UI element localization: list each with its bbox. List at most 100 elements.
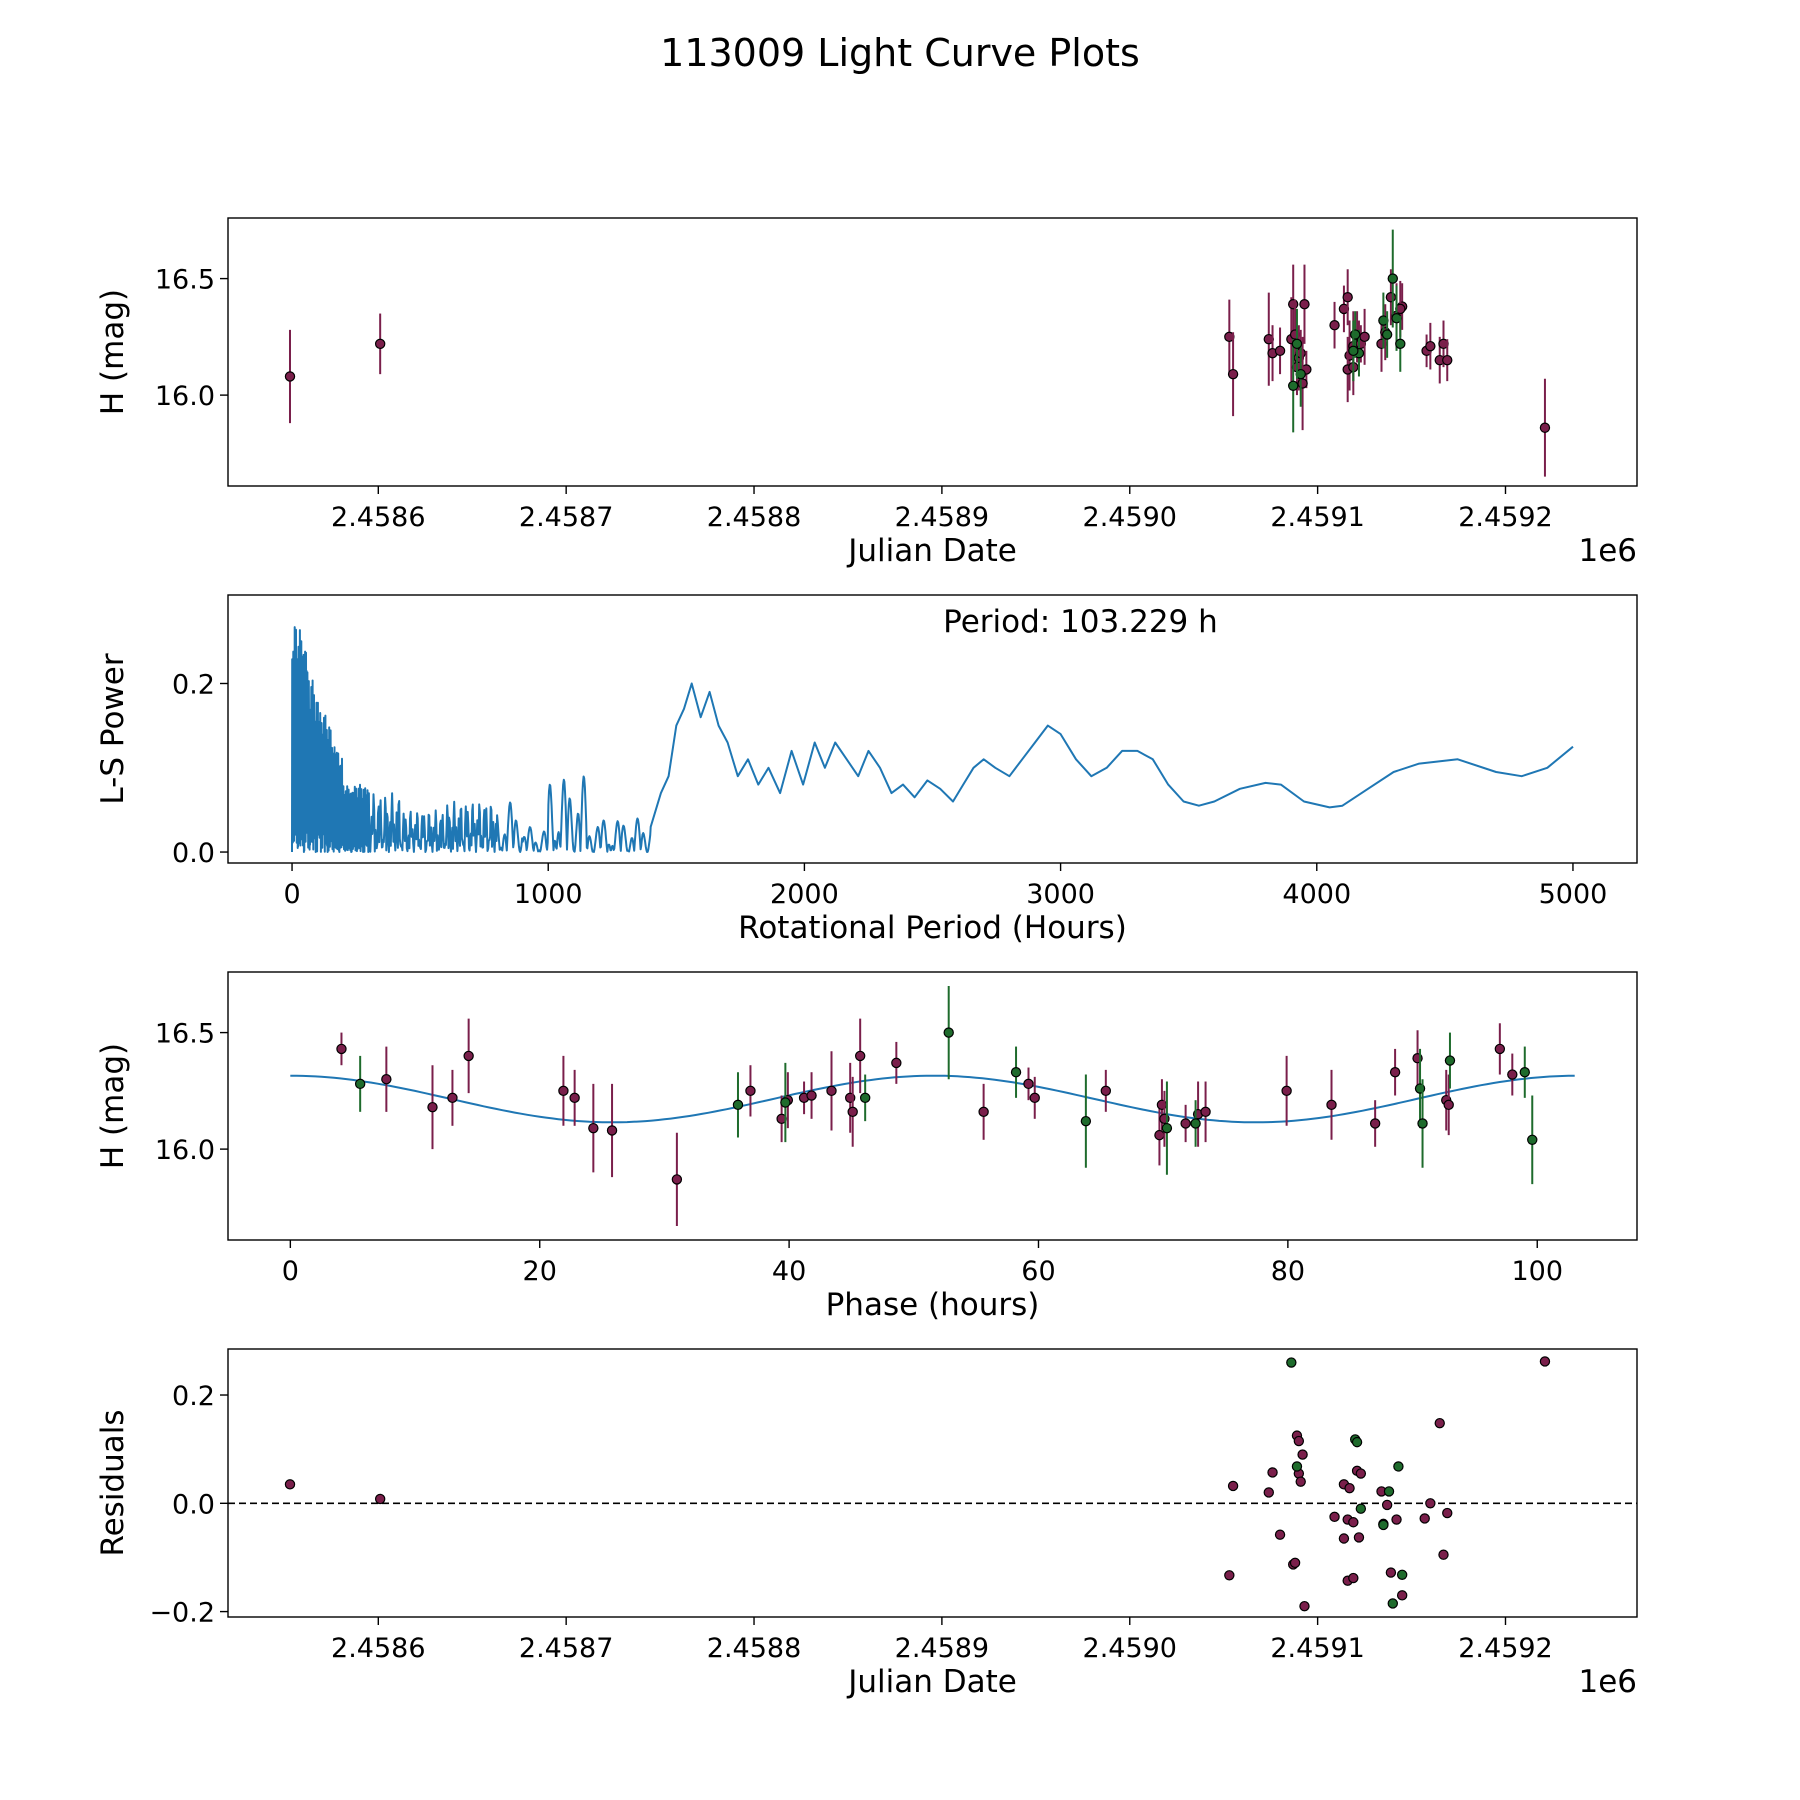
data-point xyxy=(1329,320,1340,331)
data-point xyxy=(1291,338,1303,350)
data-point xyxy=(447,1092,458,1104)
axes-frame xyxy=(227,971,1638,1241)
data-point xyxy=(1387,273,1398,284)
data-point xyxy=(1299,1600,1310,1612)
data-point xyxy=(1299,299,1310,310)
data-point xyxy=(1396,1590,1408,1601)
data-point xyxy=(1434,1417,1445,1429)
data-point xyxy=(1425,340,1436,352)
data-point xyxy=(1281,1085,1292,1097)
data-point xyxy=(859,1092,871,1104)
data-point xyxy=(1227,1480,1239,1492)
data-point xyxy=(1396,1569,1408,1580)
x-tick-label: 2000 xyxy=(770,879,839,910)
data-point xyxy=(847,1106,858,1118)
data-point xyxy=(1539,1356,1551,1367)
data-point xyxy=(1438,1549,1449,1560)
y-axis-label: Residuals xyxy=(95,1409,131,1556)
data-point xyxy=(569,1092,580,1104)
data-point xyxy=(1527,1134,1538,1145)
x-tick-label: 2.4592 xyxy=(1458,1633,1552,1664)
data-point xyxy=(806,1090,817,1101)
x-axis-label: Julian Date xyxy=(846,1664,1017,1700)
data-point xyxy=(1291,1461,1303,1472)
x-tick-label: 2.4588 xyxy=(707,1633,801,1664)
plot-area xyxy=(291,626,1574,853)
y-tick-label: 16.0 xyxy=(155,381,215,412)
data-point xyxy=(354,1078,366,1090)
period-annotation: Period: 103.229 h xyxy=(943,604,1218,640)
data-point xyxy=(891,1057,902,1069)
data-point xyxy=(1190,1118,1201,1129)
axes-frame xyxy=(227,594,1638,864)
data-point xyxy=(1419,1513,1430,1524)
data-point xyxy=(1383,1486,1395,1497)
axes-frame xyxy=(227,1348,1638,1618)
data-point xyxy=(1297,378,1308,389)
data-point xyxy=(606,1125,618,1136)
data-point xyxy=(1349,329,1361,340)
data-point xyxy=(1348,345,1359,357)
data-point xyxy=(427,1101,438,1113)
data-point xyxy=(1355,1468,1367,1479)
data-point xyxy=(1224,1570,1235,1581)
data-point xyxy=(1348,1517,1359,1528)
x-tick-label: 2.4589 xyxy=(895,502,989,533)
x-tick-label: 2.4588 xyxy=(707,502,801,533)
data-point xyxy=(1391,1514,1402,1525)
x-tick-label: 2.4590 xyxy=(1083,1633,1177,1664)
data-point xyxy=(1338,1533,1350,1544)
y-tick-label: 0.2 xyxy=(172,1381,215,1412)
data-point xyxy=(1161,1122,1173,1134)
data-point xyxy=(1267,1467,1278,1478)
data-point xyxy=(1519,1067,1530,1078)
data-point xyxy=(1359,331,1370,343)
x-tick-label: 2.4592 xyxy=(1458,502,1552,533)
plot-area xyxy=(284,229,1551,477)
data-point xyxy=(1395,338,1406,350)
x-tick-label: 60 xyxy=(1021,1256,1055,1287)
data-point xyxy=(1326,1099,1337,1111)
x-tick-label: 0 xyxy=(282,1256,299,1287)
x-axis-label: Julian Date xyxy=(846,533,1017,569)
data-point xyxy=(745,1085,756,1097)
data-point xyxy=(943,1027,954,1038)
data-point xyxy=(826,1085,837,1097)
data-point xyxy=(1369,1118,1381,1129)
data-point xyxy=(1342,292,1353,303)
y-axis-label: H (mag) xyxy=(95,1043,131,1169)
data-point xyxy=(1348,1572,1359,1584)
data-point xyxy=(1100,1085,1112,1097)
data-point xyxy=(1385,1567,1397,1578)
data-point xyxy=(978,1106,989,1118)
y-tick-label: −0.2 xyxy=(149,1598,215,1629)
data-point xyxy=(1329,1511,1340,1523)
data-point xyxy=(284,371,296,382)
x-tick-label: 2.4591 xyxy=(1270,1633,1364,1664)
data-point xyxy=(1227,368,1239,380)
data-point xyxy=(1425,1498,1436,1509)
x-tick-label: 100 xyxy=(1511,1256,1563,1287)
data-point xyxy=(374,1493,386,1505)
x-tick-label: 2.4587 xyxy=(519,1633,613,1664)
panel-lightcurve: 2.4586 2.4587 2.4588 2.4589 2.4590 2.4591 2.45… xyxy=(95,217,1638,569)
data-point xyxy=(780,1097,791,1108)
panel-residuals: 2.4586 2.4587 2.4588 2.4589 2.4590 2.4591 2.45… xyxy=(95,1348,1638,1700)
x-tick-label: 20 xyxy=(523,1256,557,1287)
data-point xyxy=(1443,1099,1454,1111)
x-tick-label: 2.4590 xyxy=(1083,502,1177,533)
power-line xyxy=(291,626,1574,853)
data-point xyxy=(1442,354,1453,366)
fit-curve xyxy=(290,1074,1575,1124)
y-tick-label: 0.0 xyxy=(172,1489,215,1520)
data-point xyxy=(1295,1476,1306,1487)
x-tick-label: 3000 xyxy=(1026,879,1095,910)
data-point xyxy=(1385,292,1397,303)
data-point xyxy=(1023,1078,1034,1090)
x-tick-label: 2.4586 xyxy=(331,1633,425,1664)
x-tick-label: 1000 xyxy=(514,879,583,910)
data-point xyxy=(1351,1436,1363,1448)
y-axis-label: L-S Power xyxy=(95,653,131,804)
data-point xyxy=(732,1099,744,1111)
